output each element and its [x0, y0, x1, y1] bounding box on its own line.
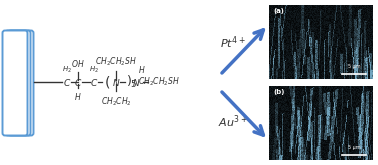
Text: $Pt^{4+}$: $Pt^{4+}$ — [220, 35, 246, 51]
Text: (b): (b) — [273, 89, 285, 95]
FancyBboxPatch shape — [3, 31, 28, 135]
Text: $CH_2CH_2SH$: $CH_2CH_2SH$ — [95, 55, 137, 68]
Text: $H_2$: $H_2$ — [62, 65, 72, 75]
Text: $OH$: $OH$ — [71, 58, 85, 69]
Text: $($: $($ — [104, 74, 110, 90]
Text: $\!N$: $\!N$ — [133, 77, 141, 87]
Text: $N$: $N$ — [112, 77, 120, 87]
FancyBboxPatch shape — [6, 31, 31, 135]
Text: (a): (a) — [273, 8, 284, 14]
Text: 5 μm: 5 μm — [347, 145, 360, 150]
Text: $CH_2CH_2SH$: $CH_2CH_2SH$ — [138, 76, 180, 88]
Text: $H_2$: $H_2$ — [89, 65, 99, 75]
FancyBboxPatch shape — [8, 31, 34, 135]
Text: $C$: $C$ — [90, 77, 98, 87]
Text: $Au^{3+}$: $Au^{3+}$ — [218, 114, 248, 130]
Text: $CH_2CH_2$: $CH_2CH_2$ — [101, 95, 131, 108]
Text: $H$: $H$ — [74, 91, 82, 102]
Text: $C$: $C$ — [63, 77, 71, 87]
Text: $)_5$: $)_5$ — [126, 74, 138, 90]
Text: 5 μm: 5 μm — [347, 64, 360, 69]
Text: $C$: $C$ — [74, 77, 82, 87]
Text: $H$: $H$ — [138, 64, 146, 75]
